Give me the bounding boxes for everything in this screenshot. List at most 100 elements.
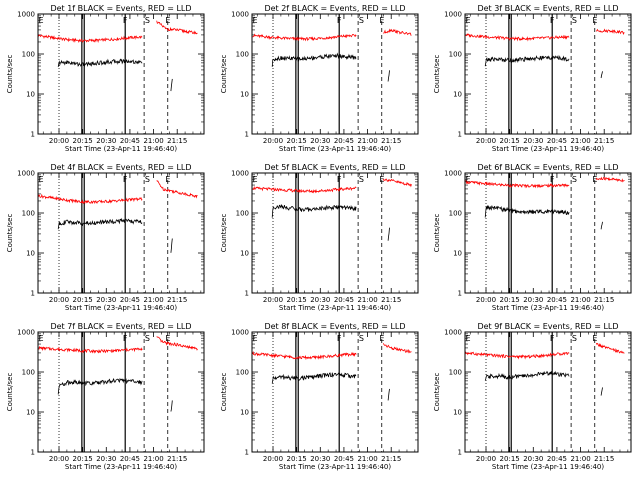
y-tick-label: 1000 [231,11,249,19]
x-tick-label: 20:00 [49,455,69,463]
x-tick-label: 20:15 [500,137,520,145]
x-tick-label: 21:00 [143,296,163,304]
marker-label: E [39,16,44,25]
plot-frame [251,331,419,453]
events-series-line-late [170,400,173,412]
x-tick-label: 20:00 [476,455,496,463]
y-tick-label: 1000 [17,329,35,337]
x-tick-label: 20:30 [96,137,116,145]
y-tick-label: 1 [245,290,249,298]
marker-label: E [253,16,258,25]
events-series-line-late [600,71,603,79]
marker-label: F [550,16,555,25]
y-axis-label: Counts/sec [220,55,228,94]
x-tick-label: 20:15 [500,455,520,463]
marker-label: S [359,16,364,25]
y-tick-label: 10 [453,409,462,417]
lld-series-line [38,34,143,44]
events-series-line [57,377,143,395]
marker-label: E [253,175,258,184]
marker-label: E [379,175,384,184]
y-tick-label: 100 [22,210,35,218]
y-tick-label: 100 [22,51,35,59]
x-tick-label: 20:00 [263,455,283,463]
x-tick-label: 21:15 [594,455,614,463]
events-series-line-late [170,78,173,92]
lld-series-line-late [156,336,198,351]
y-axis-label: Counts/sec [433,214,441,253]
marker-label: E [165,175,170,184]
x-axis-label: Start Time (23-Apr-11 19:46:40) [279,145,391,153]
x-tick-label: 20:15 [73,296,93,304]
x-tick-label: 21:15 [594,296,614,304]
marker-label: E [466,16,471,25]
marker-label: E [592,16,597,25]
marker-label: F [337,16,342,25]
y-tick-label: 1000 [231,329,249,337]
marker-label: E [592,175,597,184]
lld-series-line-late [156,180,198,199]
y-tick-label: 10 [26,250,35,258]
plot-frame [464,13,632,135]
marker-label: E [379,16,384,25]
x-tick-label: 20:45 [334,455,354,463]
marker-label: S [572,175,577,184]
lld-series-line [465,180,570,189]
events-series-line [57,58,143,68]
y-tick-label: 100 [236,210,249,218]
lld-series-line-late [382,343,412,354]
marker-label: E [165,334,170,343]
y-axis-label: Counts/sec [6,55,14,94]
y-tick-label: 10 [453,91,462,99]
y-tick-label: 100 [449,210,462,218]
plot-frame [464,331,632,453]
x-tick-label: 20:30 [523,455,543,463]
y-tick-label: 1 [245,131,249,139]
y-tick-label: 1000 [17,11,35,19]
x-axis-label: Start Time (23-Apr-11 19:46:40) [65,145,177,153]
events-series-line [271,52,357,67]
x-tick-label: 20:45 [334,137,354,145]
x-tick-label: 21:15 [167,137,187,145]
events-series-line-late [387,70,390,82]
x-tick-label: 20:45 [120,137,140,145]
x-tick-label: 21:15 [381,455,401,463]
x-tick-label: 20:00 [476,137,496,145]
x-tick-label: 21:00 [357,296,377,304]
marker-label: E [466,334,471,343]
x-axis-label: Start Time (23-Apr-11 19:46:40) [492,145,604,153]
y-tick-label: 1 [31,290,35,298]
x-tick-label: 20:00 [263,296,283,304]
events-series-line [484,204,570,218]
x-tick-label: 20:30 [96,296,116,304]
y-tick-label: 1000 [17,170,35,178]
y-tick-label: 1 [458,290,462,298]
panel-title: Det 7f BLACK = Events, RED = LLD [50,322,191,331]
marker-label: S [572,334,577,343]
plot-frame [464,172,632,294]
panel-title: Det 6f BLACK = Events, RED = LLD [477,163,618,172]
lld-series-line [252,185,357,194]
y-tick-label: 1000 [444,329,462,337]
x-axis-label: Start Time (23-Apr-11 19:46:40) [279,304,391,312]
lld-series-line [252,33,357,42]
lld-series-line [38,345,143,354]
x-tick-label: 20:45 [120,296,140,304]
marker-label: F [123,16,128,25]
chart-panel-7: Det 7f BLACK = Events, RED = LLD Counts/s… [6,322,205,471]
y-tick-label: 100 [449,51,462,59]
y-tick-label: 100 [236,51,249,59]
x-tick-label: 20:45 [334,296,354,304]
y-tick-label: 1 [458,449,462,457]
lld-series-line-late [595,342,625,354]
x-tick-label: 20:15 [73,455,93,463]
chart-panel-2: Det 2f BLACK = Events, RED = LLD Counts/s… [220,4,419,153]
lld-series-line [252,350,357,361]
y-tick-label: 10 [453,250,462,258]
y-tick-label: 1 [31,131,35,139]
lld-series-line [38,193,143,205]
panel-title: Det 1f BLACK = Events, RED = LLD [50,4,191,13]
x-axis-label: Start Time (23-Apr-11 19:46:40) [492,304,604,312]
y-tick-label: 1 [458,131,462,139]
